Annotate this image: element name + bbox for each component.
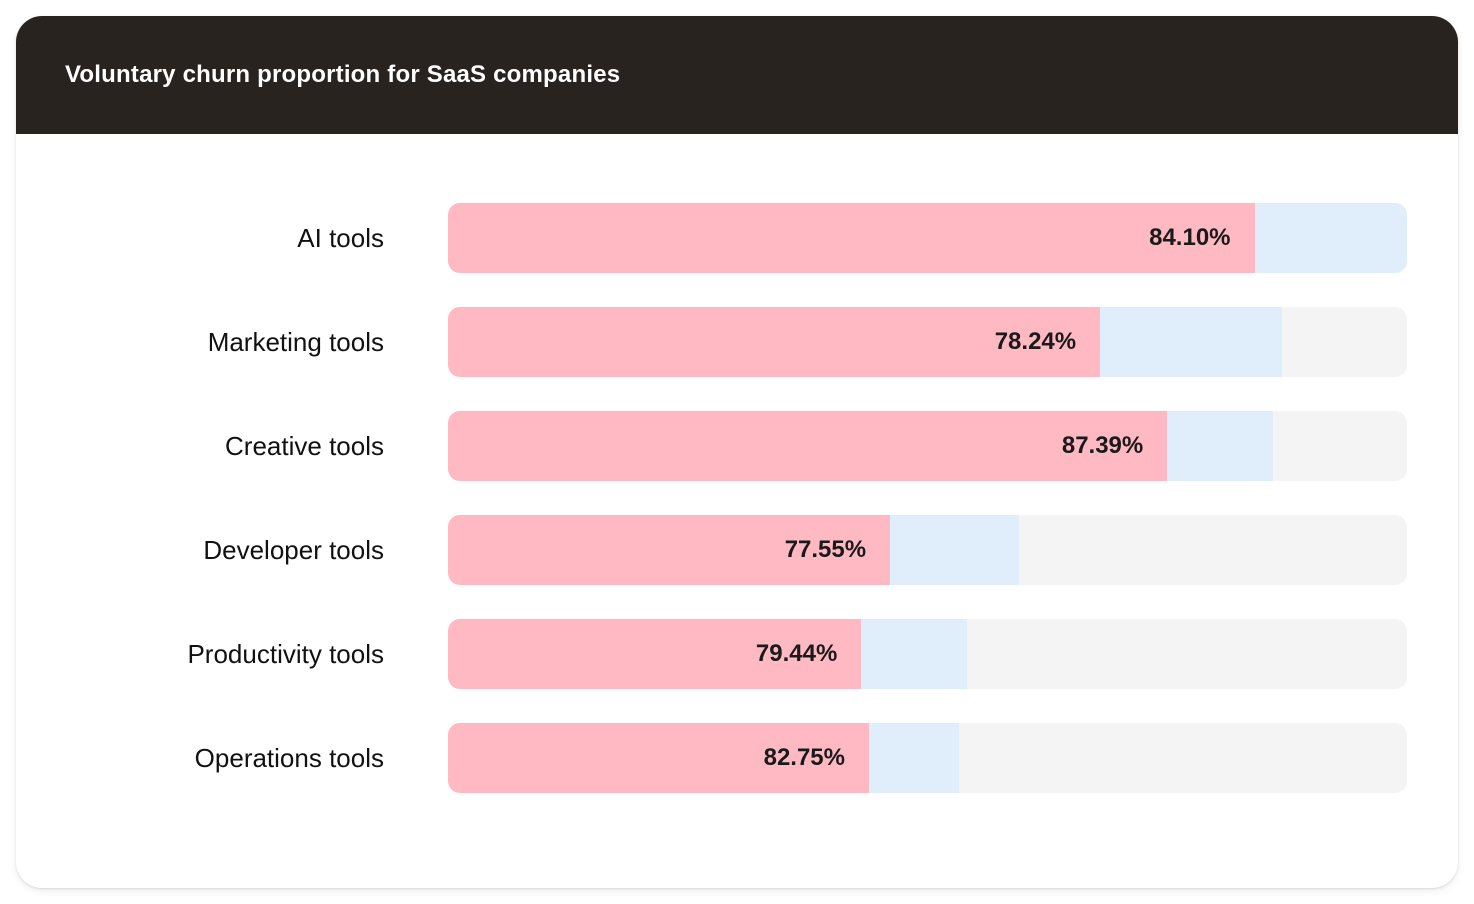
bar-row: Marketing tools 78.24% <box>16 307 1458 377</box>
involuntary-segment <box>861 619 967 689</box>
bar-track: 84.10% <box>448 203 1407 273</box>
voluntary-segment: 77.55% <box>448 515 891 585</box>
bar-track: 78.24% <box>448 307 1407 377</box>
involuntary-segment <box>890 515 1019 585</box>
category-label: Creative tools <box>225 430 384 461</box>
value-label: 84.10% <box>1149 224 1231 251</box>
value-label: 82.75% <box>763 744 845 771</box>
chart-title: Voluntary churn proportion for SaaS comp… <box>65 61 621 88</box>
bar-track: 77.55% <box>448 515 1407 585</box>
involuntary-segment <box>1254 203 1407 273</box>
involuntary-segment <box>1100 307 1283 377</box>
category-label: Developer tools <box>203 534 384 565</box>
bar-row: Creative tools 87.39% <box>16 411 1458 481</box>
category-label: Marketing tools <box>207 326 384 357</box>
involuntary-segment <box>1167 411 1273 481</box>
voluntary-segment: 82.75% <box>448 723 869 793</box>
value-label: 77.55% <box>784 536 867 563</box>
voluntary-segment: 84.10% <box>448 203 1255 273</box>
voluntary-segment: 87.39% <box>448 411 1168 481</box>
value-label: 78.24% <box>994 328 1077 355</box>
voluntary-segment: 79.44% <box>448 619 862 689</box>
card-header: Voluntary churn proportion for SaaS comp… <box>16 16 1458 134</box>
bar-chart: AI tools 84.10% Marketing tools 78.24% C… <box>16 134 1458 793</box>
value-label: 87.39% <box>1061 432 1144 459</box>
bar-row: Operations tools 82.75% <box>16 723 1458 793</box>
bar-track: 79.44% <box>448 619 1407 689</box>
involuntary-segment <box>869 723 960 793</box>
bar-row: Developer tools 77.55% <box>16 515 1458 585</box>
bar-row: Productivity tools 79.44% <box>16 619 1458 689</box>
bar-track: 87.39% <box>448 411 1407 481</box>
bar-row: AI tools 84.10% <box>16 203 1458 273</box>
chart-card: Voluntary churn proportion for SaaS comp… <box>16 16 1458 888</box>
bar-track: 82.75% <box>448 723 1407 793</box>
value-label: 79.44% <box>755 640 838 667</box>
category-label: Operations tools <box>194 742 384 773</box>
bar-rows: AI tools 84.10% Marketing tools 78.24% C… <box>16 203 1458 793</box>
category-label: AI tools <box>297 222 384 253</box>
voluntary-segment: 78.24% <box>448 307 1101 377</box>
category-label: Productivity tools <box>187 638 384 669</box>
